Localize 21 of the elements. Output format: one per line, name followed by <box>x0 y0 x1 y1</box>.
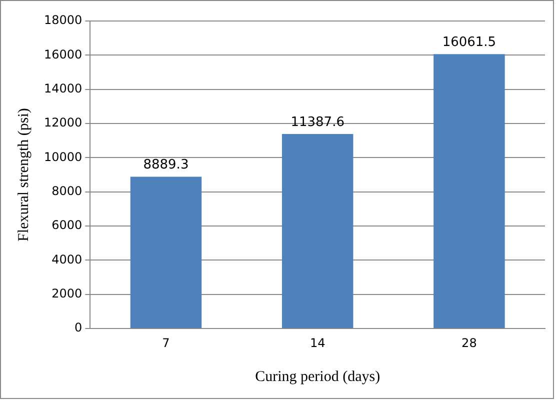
x-tick-label: 14 <box>310 336 326 350</box>
x-axis-title: Curing period (days) <box>255 368 380 385</box>
y-tick-label: 12000 <box>44 116 82 130</box>
y-tick-label: 18000 <box>44 13 82 28</box>
y-tick-label: 6000 <box>52 218 82 232</box>
bar <box>434 54 505 328</box>
data-label: 16061.5 <box>442 35 496 50</box>
y-axis-title: Flexural strength (psi) <box>16 108 32 242</box>
x-tick-label: 28 <box>462 336 477 350</box>
y-tick-label: 4000 <box>52 252 82 266</box>
bar <box>282 134 354 328</box>
y-tick-label: 10000 <box>44 150 82 164</box>
x-tick-label: 7 <box>162 336 170 350</box>
data-label: 11387.6 <box>290 114 344 130</box>
y-tick-label: 8000 <box>52 184 82 198</box>
bar <box>130 176 202 328</box>
data-label: 8889.3 <box>143 158 189 173</box>
y-tick-label: 14000 <box>44 81 82 96</box>
y-tick-label: 16000 <box>44 47 82 62</box>
y-tick-label: 0 <box>74 320 82 335</box>
y-tick-label: 2000 <box>52 286 82 301</box>
